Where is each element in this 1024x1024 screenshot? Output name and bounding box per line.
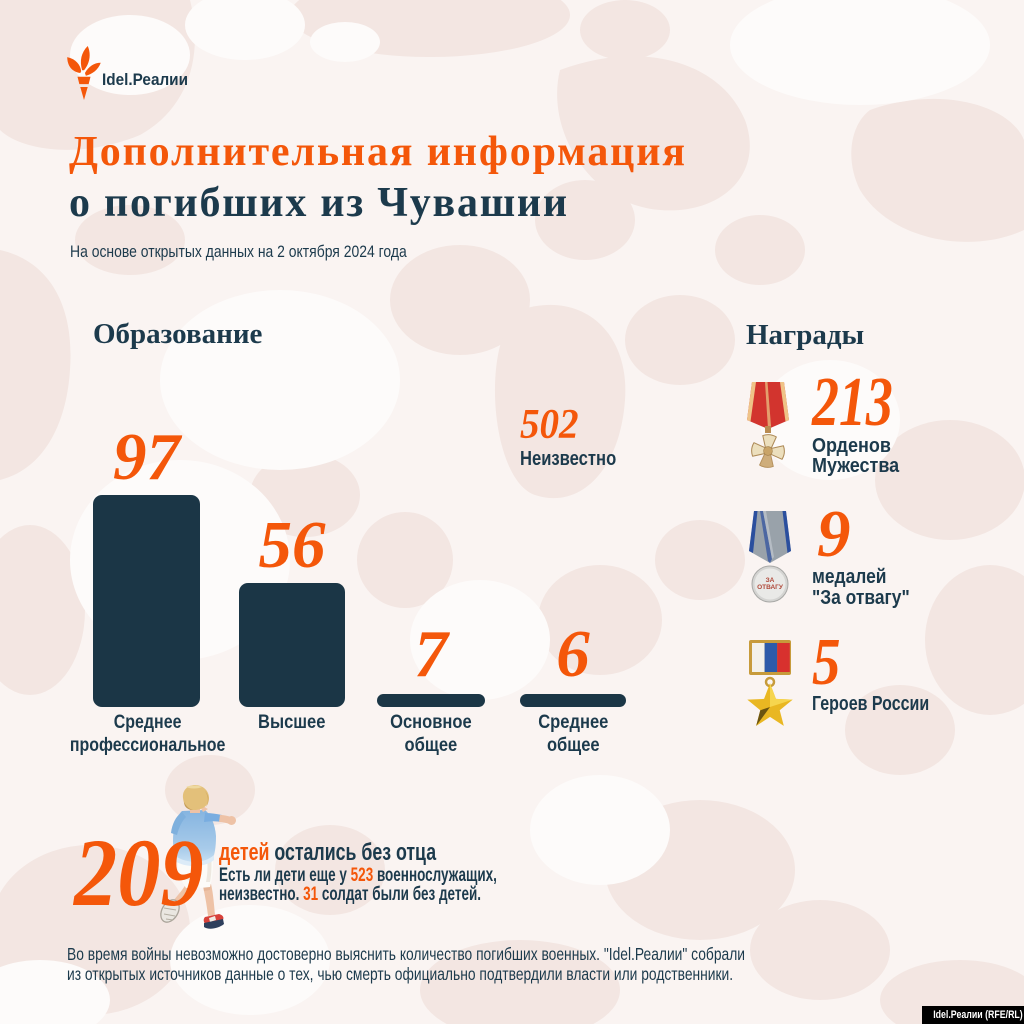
svg-text:ОТВАГУ: ОТВАГУ [757, 584, 784, 591]
svg-text:ЗА: ЗА [766, 577, 775, 584]
